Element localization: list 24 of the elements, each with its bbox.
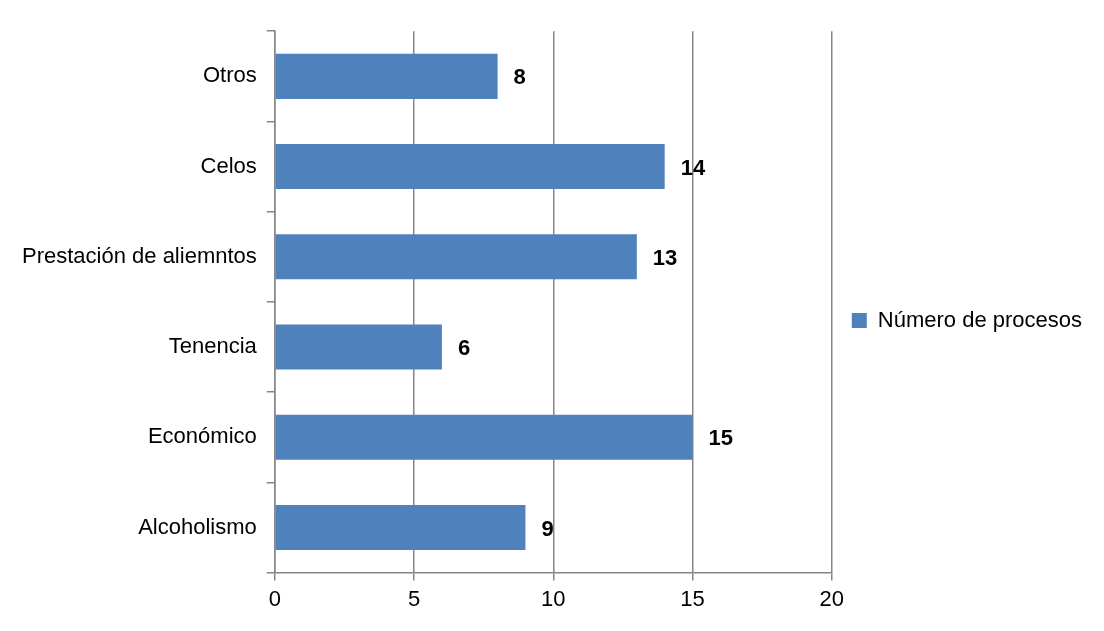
y-tick-label: Prestación de aliemntos [22,242,257,268]
x-tick-label: 5 [407,585,421,611]
bar [275,504,526,551]
data-label: 9 [541,515,554,541]
x-tick-label: 20 [819,585,845,611]
data-label: 8 [513,64,526,90]
bar [275,414,693,460]
y-tick-label: Alcoholismo [138,513,257,539]
x-tick-label: 10 [541,585,566,611]
bar [275,53,498,99]
y-tick-label: Económico [147,423,257,449]
y-tick-label: Celos [200,152,257,178]
data-label: 14 [680,154,706,180]
data-label: 6 [457,335,471,361]
legend-label: Número de procesos [877,306,1083,332]
x-tick-label: 15 [680,585,705,611]
y-tick-label: Otros [203,62,257,88]
y-tick-label: Tenencia [168,333,258,359]
bar [275,324,442,370]
data-label: 13 [652,244,678,270]
x-tick-label: 0 [268,585,281,611]
data-label: 15 [708,425,734,451]
bar [275,234,637,280]
bar [275,143,665,190]
